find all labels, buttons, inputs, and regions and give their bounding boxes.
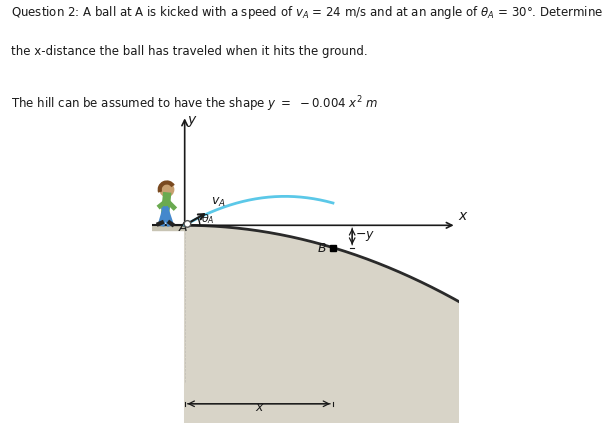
Circle shape: [160, 183, 174, 196]
Text: y: y: [187, 113, 195, 127]
Text: x: x: [255, 401, 263, 414]
Text: $-y$: $-y$: [355, 229, 375, 244]
Polygon shape: [185, 225, 473, 423]
Text: Question 2: A ball at A is kicked with a speed of $v_A$ = 24 m/s and at an angle: Question 2: A ball at A is kicked with a…: [11, 3, 603, 21]
Text: $v_A$: $v_A$: [211, 196, 226, 209]
Circle shape: [184, 221, 191, 227]
Text: The hill can be assumed to have the shape $y\ =\ -0.004\ x^2\ m$: The hill can be assumed to have the shap…: [11, 95, 378, 114]
Text: x: x: [458, 209, 466, 222]
Text: B: B: [318, 242, 326, 255]
Text: A: A: [179, 221, 188, 234]
Text: $\theta_A$: $\theta_A$: [201, 212, 214, 226]
Text: the x-distance the ball has traveled when it hits the ground.: the x-distance the ball has traveled whe…: [11, 45, 368, 58]
